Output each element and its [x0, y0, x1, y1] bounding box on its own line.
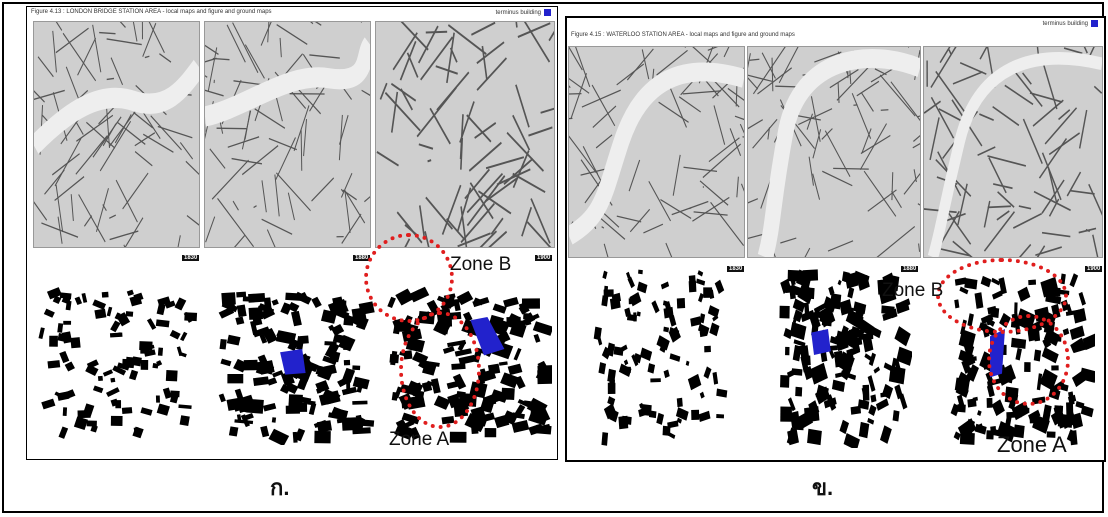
zone-a-ring-a — [399, 311, 481, 429]
figure-ground-a-1830 — [33, 285, 198, 445]
zone-a-label-b: Zone A — [997, 432, 1067, 457]
zone-a-ring-b — [987, 314, 1070, 406]
figure-ground-b-1880 — [772, 262, 912, 448]
panel-a-legend: terminus building — [496, 9, 551, 16]
panel-b-caption: Figure 4.15 : WATERLOO STATION AREA - lo… — [571, 32, 795, 38]
panel-b-legend: terminus building — [1043, 20, 1098, 27]
map-a-1900 — [375, 21, 555, 248]
year-b-1830: 1830 — [727, 266, 745, 272]
year-b-1900: 1900 — [1085, 266, 1103, 272]
panel-a-label: ก. — [270, 475, 290, 500]
terminus-legend-swatch-b — [1091, 20, 1098, 27]
map-b-1900 — [923, 46, 1103, 258]
year-a-1900: 1900 — [535, 255, 553, 261]
map-b-1830 — [568, 46, 745, 258]
zone-b-label-a: Zone B — [450, 254, 512, 275]
panel-london-bridge: Figure 4.13 : LONDON BRIDGE STATION AREA… — [26, 6, 558, 460]
panel-a-caption: Figure 4.13 : LONDON BRIDGE STATION AREA… — [31, 9, 272, 15]
panel-b-legend-label: terminus building — [1042, 21, 1088, 28]
map-a-1830 — [33, 21, 200, 248]
panel-b-label: ข. — [812, 475, 834, 500]
zone-b-ring-a — [364, 233, 454, 323]
map-b-1880 — [747, 46, 921, 258]
panel-waterloo: Figure 4.15 : WATERLOO STATION AREA - lo… — [565, 16, 1106, 462]
figure-ground-b-1830 — [589, 262, 729, 448]
zone-a-label-a: Zone A — [389, 429, 450, 450]
zone-b-label-b: Zone B — [882, 280, 944, 301]
year-a-1830: 1830 — [182, 255, 200, 261]
terminus-legend-swatch — [544, 9, 551, 16]
map-a-1880 — [204, 21, 371, 248]
year-a-1880: 1880 — [353, 255, 371, 261]
year-b-1880: 1880 — [901, 266, 919, 272]
figure-ground-a-1880 — [207, 285, 377, 445]
panel-a-legend-label: terminus building — [495, 10, 541, 17]
